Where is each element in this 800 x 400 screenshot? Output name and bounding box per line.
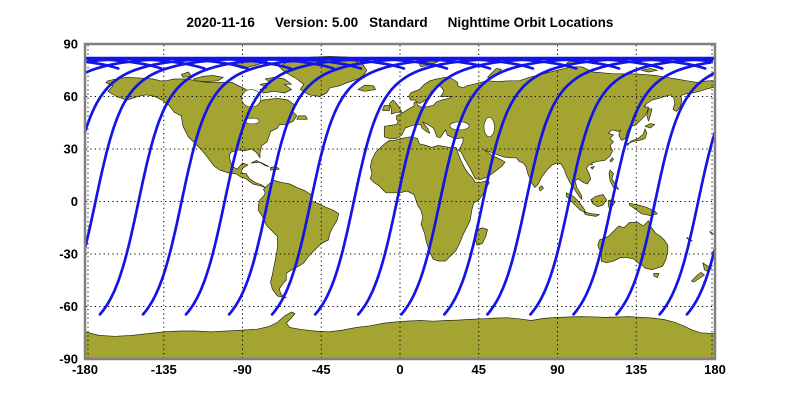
landmass-java [583, 211, 600, 217]
lake-caspian-sea [483, 117, 495, 138]
x-tick-label: -45 [312, 362, 331, 377]
orbit-track [98, 57, 406, 316]
landmass-great-britain [389, 99, 403, 115]
landmass-new-zealand-south [691, 272, 705, 283]
y-tick-label: 0 [71, 194, 78, 209]
orbit-track [227, 57, 535, 316]
x-tick-label: -180 [72, 362, 98, 377]
x-tick-label: 0 [396, 362, 403, 377]
landmass-japan-hokkaido [644, 123, 655, 129]
orbit-track [685, 247, 717, 316]
x-tick-label: 90 [550, 362, 564, 377]
orbit-track [572, 61, 712, 316]
landmass-cuba [250, 160, 270, 167]
orbit-track [141, 57, 449, 316]
landmass-banks-island [180, 71, 193, 78]
landmass-australia [597, 220, 669, 271]
landmass-taiwan [609, 157, 614, 163]
orbit-track [184, 57, 492, 316]
y-tick-label: -30 [59, 247, 78, 262]
orbit-track [313, 57, 621, 316]
orbit-track [270, 57, 578, 316]
x-tick-label: 45 [472, 362, 486, 377]
landmass-new-siberian-islands [641, 68, 658, 73]
title-series-name: Nighttime Orbit Locations [447, 15, 614, 30]
y-tick-label: -90 [59, 352, 78, 367]
landmass-iceland [357, 84, 376, 92]
x-tick-label: -135 [151, 362, 177, 377]
landmass-fiji [709, 230, 714, 235]
landmass-japan-honshu [626, 128, 648, 146]
landmass-sakhalin [646, 108, 653, 122]
landmass-africa [369, 136, 490, 262]
y-tick-label: 90 [64, 37, 78, 52]
title-date: 2020-11-16 [186, 15, 255, 30]
landmass-philippines [608, 169, 620, 190]
orbit-track [83, 57, 363, 249]
x-tick-label: -90 [233, 362, 252, 377]
landmass-hainan [590, 166, 595, 170]
orbit-track [399, 57, 707, 316]
orbit-track [486, 57, 711, 316]
plot-frame [83, 42, 717, 361]
title-mode: Standard [369, 15, 428, 30]
landmass-sri-lanka [538, 185, 544, 192]
landmass-new-guinea [628, 202, 658, 216]
y-tick-label: 30 [64, 142, 78, 157]
landmass-ireland [382, 104, 390, 111]
landmass-eurasia [383, 66, 716, 200]
landmass-newfoundland [296, 115, 308, 120]
x-tick-label: 135 [625, 362, 647, 377]
orbit-track [442, 57, 714, 316]
orbit-track [529, 57, 710, 316]
plot-title: 2020-11-16 Version: 5.00 Standard Nightt… [0, 15, 800, 30]
orbit-track [658, 131, 717, 316]
landmass-borneo [590, 194, 607, 208]
landmass-tasmania [653, 272, 660, 278]
x-tick-label: 180 [704, 362, 726, 377]
y-tick-label: -60 [59, 299, 78, 314]
orbit-track [615, 72, 716, 316]
y-tick-label: 60 [64, 89, 78, 104]
orbit-track [356, 57, 664, 316]
title-version: Version: 5.00 [274, 15, 359, 30]
landmass-victoria-island [193, 75, 224, 82]
